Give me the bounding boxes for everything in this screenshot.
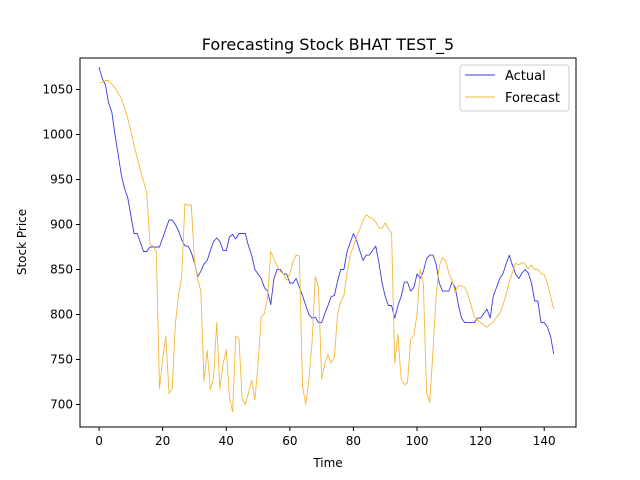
x-tick-label: 120 <box>469 434 492 448</box>
y-tick-label: 800 <box>50 308 73 322</box>
y-tick-label: 950 <box>50 173 73 187</box>
legend-label-forecast: Forecast <box>505 91 560 106</box>
ticks-layer: 0 20 40 60 80 100 120 140 700 750 800 850 900 950 1000… <box>42 83 555 449</box>
legend-box <box>459 64 570 112</box>
y-tick-label: 1000 <box>42 128 73 142</box>
y-tick-label: 750 <box>50 353 73 367</box>
y-tick-label: 700 <box>50 398 73 412</box>
y-tick-label: 900 <box>50 218 73 232</box>
legend-label-actual: Actual <box>505 69 546 84</box>
y-tick-label: 850 <box>50 263 73 277</box>
series-line-actual <box>98 66 555 355</box>
legend: Actual Forecast <box>459 64 570 112</box>
x-tick-label: 140 <box>533 434 556 448</box>
y-tick-label: 1050 <box>42 83 73 97</box>
x-tick-label: 60 <box>282 434 297 448</box>
x-tick-label: 20 <box>155 434 170 448</box>
chart-title: Forecasting Stock BHAT TEST_5 <box>202 35 454 55</box>
x-tick-label: 0 <box>95 434 103 448</box>
x-tick-label: 100 <box>406 434 429 448</box>
plot-frame <box>79 57 577 428</box>
y-axis-label: Stock Price <box>15 209 29 275</box>
x-tick-label: 40 <box>219 434 234 448</box>
x-tick-label: 80 <box>346 434 361 448</box>
series-layer <box>98 66 555 413</box>
x-axis-label: Time <box>312 456 342 470</box>
series-line-forecast <box>99 80 555 413</box>
